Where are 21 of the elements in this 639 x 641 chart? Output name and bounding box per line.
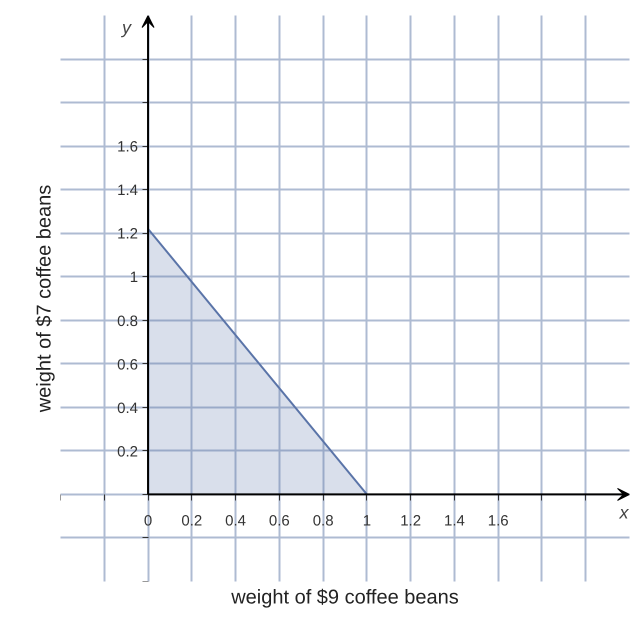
x-axis-title: weight of $9 coffee beans	[230, 586, 459, 608]
y-axis-title: weight of $7 coffee beans	[34, 184, 56, 414]
x-tick-label: 1.6	[488, 512, 509, 530]
y-tick-label: 1.6	[117, 138, 138, 156]
x-tick-label: 0.8	[312, 512, 334, 530]
y-tick-label: 1	[130, 269, 138, 286]
x-tick-label: 1	[362, 512, 372, 530]
y-tick-label: 0.8	[117, 312, 138, 330]
x-tick-label: 1.2	[400, 512, 422, 530]
x-tick-label: 0	[144, 512, 152, 530]
y-tick-label: 0.4	[117, 400, 138, 417]
annotation: x	[618, 502, 630, 522]
y-tick-label: 0.2	[117, 443, 138, 460]
annotation: y	[120, 18, 132, 38]
x-tick-label: 0.2	[181, 512, 202, 530]
y-tick-label: 1.4	[117, 182, 138, 200]
y-tick-label: 0.6	[117, 356, 138, 374]
x-tick-label: 1.4	[444, 512, 465, 530]
x-tick-label: 0.6	[268, 512, 290, 530]
y-tick-label: 1.2	[117, 226, 138, 243]
x-tick-label: 0.4	[225, 512, 246, 530]
